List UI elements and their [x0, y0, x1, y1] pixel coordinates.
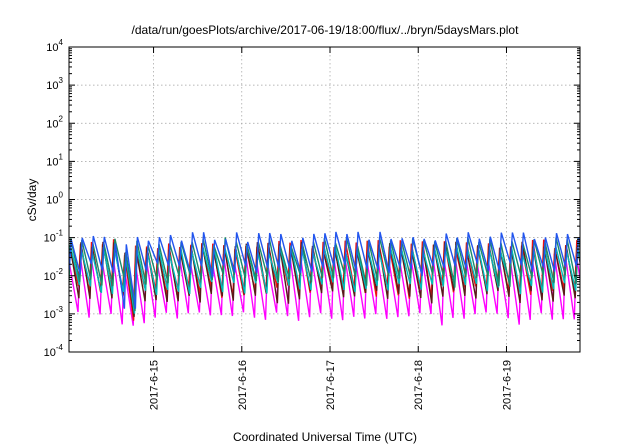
x-axis-label: Coordinated Universal Time (UTC) [233, 430, 417, 444]
x-tick-label: 2017-6-17 [325, 360, 337, 410]
x-tick-label: 2017-6-16 [237, 360, 249, 410]
x-tick-label: 2017-6-18 [413, 360, 425, 410]
y-axis: 10-4 10-3 10-2 10-1 100 101 102 103 104 [44, 38, 580, 359]
y-tick-label: 10-4 [44, 343, 64, 359]
y-tick-label: 101 [46, 152, 63, 168]
x-tick-label: 2017-6-15 [149, 360, 161, 410]
x-tick-label: 2017-6-19 [501, 360, 513, 410]
y-tick-label: 10-2 [44, 267, 64, 283]
grid-layer [69, 47, 580, 352]
series-layer [69, 231, 580, 326]
y-tick-label: 104 [46, 38, 63, 54]
series-line [69, 237, 580, 312]
y-tick-label: 103 [46, 76, 63, 92]
y-tick-label: 102 [46, 114, 63, 130]
series-line [69, 253, 580, 326]
x-axis: 2017-6-15 2017-6-16 2017-6-17 2017-6-18 2017… [149, 47, 513, 410]
y-tick-label: 10-1 [44, 229, 64, 245]
y-tick-label: 100 [46, 191, 63, 207]
chart-title: /data/run/goesPlots/archive/2017-06-19/1… [132, 23, 520, 37]
y-tick-label: 10-3 [44, 305, 64, 321]
y-axis-label: cSv/day [25, 179, 39, 222]
series-line [69, 231, 580, 309]
